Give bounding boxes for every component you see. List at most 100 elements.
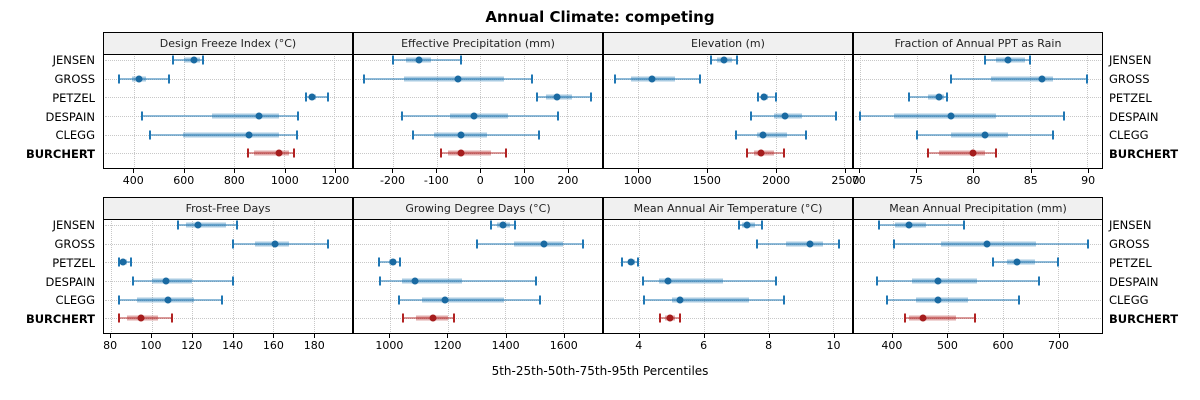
whisker-line (363, 77, 532, 80)
median-dot (627, 258, 635, 266)
iqr-band (671, 297, 749, 303)
panel-title: Mean Annual Air Temperature (°C) (633, 202, 823, 215)
v-gridline (184, 56, 186, 167)
whisker-line (950, 77, 1088, 80)
tick-mark (947, 334, 949, 338)
iqr-band (449, 113, 509, 119)
h-gridline (105, 60, 351, 62)
plot-area (853, 55, 1103, 169)
whisker-cap-high (297, 111, 300, 121)
station-labels-right: JENSEN GROSS PETZEL DESPAIN CLEGG BURCHERT (1103, 218, 1200, 334)
x-axis: -200 -100 0 100 200 (353, 169, 603, 193)
median-dot (540, 240, 548, 248)
median-dot (720, 56, 728, 64)
median-dot (1038, 75, 1046, 83)
h-gridline (605, 153, 851, 155)
h-gridline (355, 225, 601, 227)
whisker-cap-high (963, 220, 966, 230)
whisker-cap-low (149, 130, 152, 140)
whisker-cap-low (132, 276, 135, 286)
whisker-cap-high (582, 239, 585, 249)
whisker-cap-high (678, 313, 681, 323)
station-label: GROSS (54, 72, 95, 87)
median-dot (935, 93, 943, 101)
whisker-cap-low (402, 313, 405, 323)
median-dot (934, 296, 942, 304)
x-axis: 4 6 8 10 (603, 334, 853, 358)
whisker-cap-low (400, 111, 403, 121)
tick-mark (768, 334, 770, 338)
whisker-cap-low (118, 74, 121, 84)
tick-mark (284, 169, 286, 173)
median-dot (759, 131, 767, 139)
whisker-line (908, 96, 948, 99)
station-label: GROSS (1109, 237, 1150, 252)
whisker-cap-high (1037, 276, 1040, 286)
panel-title: Growing Degree Days (°C) (405, 202, 551, 215)
whisker-cap-low (362, 74, 365, 84)
whisker-cap-low (535, 92, 538, 102)
median-dot (457, 131, 465, 139)
v-gridline (273, 221, 275, 332)
plot-area (103, 220, 353, 334)
whisker-line (859, 115, 1065, 118)
panel-title: Effective Precipitation (mm) (401, 37, 555, 50)
whisker-cap-low (926, 148, 929, 158)
whisker-cap-high (539, 295, 541, 305)
whisker-cap-high (530, 74, 533, 84)
iqr-band (254, 150, 289, 156)
v-gridline (859, 56, 861, 167)
tick-mark (191, 334, 193, 338)
v-gridline (947, 221, 949, 332)
h-gridline (105, 153, 351, 155)
tick-mark (389, 334, 391, 338)
h-gridline (355, 97, 601, 99)
tick-mark (314, 334, 316, 338)
whisker-cap-low (118, 295, 121, 305)
tick-label: 600 (173, 174, 195, 187)
v-gridline (390, 221, 392, 332)
whisker-cap-high (326, 239, 329, 249)
station-label: DESPAIN (1109, 274, 1159, 289)
tick-label: 200 (557, 174, 579, 187)
v-gridline (1002, 221, 1004, 332)
median-dot (553, 93, 561, 101)
whisker-cap-low (907, 92, 910, 102)
station-labels-right: JENSEN GROSS PETZEL DESPAIN CLEGG BURCHERT (1103, 53, 1200, 169)
station-labels-left: JENSEN GROSS PETZEL DESPAIN CLEGG BURCHERT (0, 53, 103, 169)
iqr-band (401, 278, 463, 284)
iqr-band (151, 278, 193, 284)
tick-label: 1000 (270, 174, 299, 187)
whisker-line (751, 115, 837, 118)
tick-mark (447, 334, 449, 338)
tick-mark (1003, 334, 1004, 338)
median-dot (164, 296, 172, 304)
median-dot (1013, 258, 1021, 266)
tick-mark (234, 169, 236, 173)
h-gridline (605, 97, 851, 99)
whisker-cap-low (118, 313, 121, 323)
panel-strip: Elevation (m) (603, 32, 853, 55)
tick-mark (891, 334, 893, 338)
station-label: BURCHERT (25, 311, 95, 326)
whisker-cap-high (946, 92, 949, 102)
v-gridline (844, 56, 846, 167)
tick-mark (232, 334, 234, 338)
h-gridline (605, 262, 851, 264)
iqr-band (939, 150, 985, 156)
tick-mark (916, 169, 918, 173)
v-gridline (334, 56, 336, 167)
v-gridline (703, 221, 705, 332)
iqr-band (909, 315, 956, 321)
whisker-cap-low (876, 276, 879, 286)
panel-title: Elevation (m) (691, 37, 765, 50)
h-gridline (605, 78, 851, 80)
median-dot (137, 314, 145, 322)
whisker-line (887, 298, 1020, 301)
v-gridline (192, 221, 194, 332)
h-gridline (855, 97, 1101, 99)
tick-label: 80 (966, 174, 981, 187)
iqr-band (756, 132, 787, 138)
whisker-cap-low (858, 111, 861, 121)
panel-strip: Design Freeze Index (°C) (103, 32, 353, 55)
